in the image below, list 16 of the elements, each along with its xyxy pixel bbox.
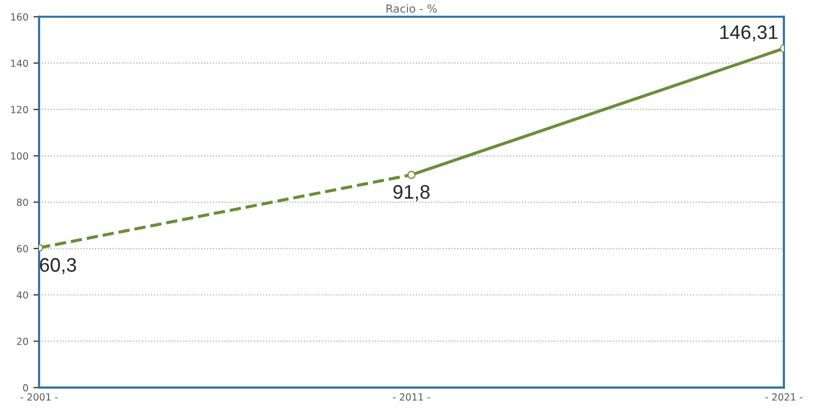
data-label: 60,3 [40, 258, 76, 274]
x-tick-label: - 2021 - [765, 393, 802, 401]
x-tick-label: - 2001 - [20, 393, 58, 401]
y-tick-label: 100 [11, 152, 28, 160]
y-tick-label: 60 [16, 244, 28, 252]
chart-title: Racio - % [386, 4, 437, 13]
data-label: 91,8 [393, 185, 430, 202]
y-tick-label: 0 [23, 384, 28, 392]
y-tick-label: 160 [11, 13, 28, 21]
x-tick-label: - 2011 - [392, 393, 430, 401]
y-tick-label: 80 [16, 198, 28, 206]
y-tick-label: 140 [11, 60, 28, 67]
data-label: 146,31 [720, 25, 778, 42]
y-tick-label: 120 [11, 106, 28, 114]
y-tick-label: 40 [16, 291, 28, 299]
y-tick-label: 20 [16, 338, 28, 346]
